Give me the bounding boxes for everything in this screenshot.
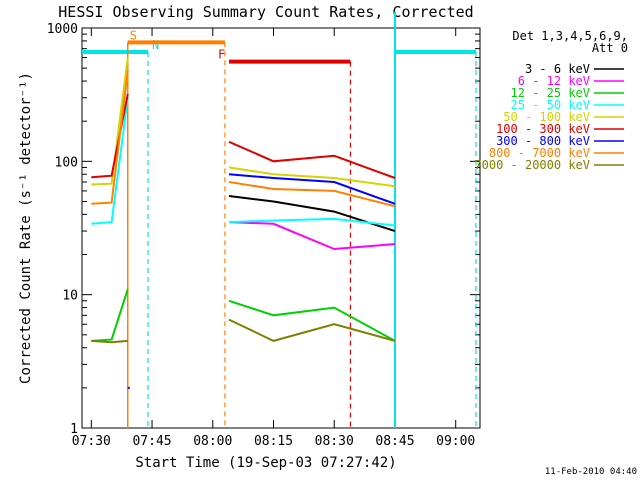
y-axis-label: Corrected Count Rate (s⁻¹ detector⁻¹) — [18, 72, 34, 384]
generated-date: 11-Feb-2010 04:40 — [545, 467, 637, 477]
series-lines — [91, 57, 396, 389]
series-6-segment-1 — [228, 173, 396, 205]
series-3-segment-1 — [228, 217, 396, 227]
y-tick-label: 1000 — [47, 22, 78, 37]
legend-label: 800 - 7000 keV — [489, 146, 590, 160]
y-tick-label: 1 — [70, 422, 78, 437]
series-4-segment-0 — [91, 57, 129, 186]
x-tick-label: 09:00 — [436, 434, 475, 449]
series-5-segment-1 — [228, 140, 396, 179]
legend-label: 25 - 50 keV — [511, 98, 590, 112]
x-tick-label: 08:30 — [315, 434, 354, 449]
axis-ticks: 07:30 07:45 08:00 08:15 08:30 08:45 09:00 1 10 10… — [47, 22, 480, 449]
legend-label: 7000 - 20000 keV — [474, 158, 590, 172]
legend-header-line-1: Det 1,3,4,5,6,9, — [512, 29, 628, 43]
series-1-segment-1 — [228, 221, 396, 251]
series-2-segment-0 — [91, 288, 129, 342]
legend-label: 12 - 25 keV — [511, 86, 590, 100]
x-tick-label: 07:30 — [72, 434, 111, 449]
series-8-segment-1 — [228, 318, 396, 342]
marker-n-label: N — [152, 38, 159, 52]
legend-label: 300 - 800 keV — [496, 134, 590, 148]
legend-label: 50 - 100 keV — [503, 110, 590, 124]
series-8-segment-0 — [91, 339, 128, 344]
plot-frame — [81, 27, 481, 429]
y-tick-label: 100 — [55, 155, 78, 170]
series-4-segment-1 — [228, 166, 396, 188]
legend-header-line-2: Att 0 — [592, 41, 628, 55]
legend-label: 100 - 300 keV — [496, 122, 590, 136]
chart-title: HESSI Observing Summary Count Rates, Cor… — [58, 3, 473, 21]
y-tick-label: 10 — [62, 289, 78, 304]
marker-f-label: F — [218, 48, 225, 62]
x-tick-label: 08:00 — [193, 434, 232, 449]
series-0-segment-1 — [228, 195, 396, 233]
x-axis-label: Start Time (19-Sep-03 07:27:42) — [135, 455, 396, 471]
legend-label: 6 - 12 keV — [518, 74, 590, 88]
x-tick-label: 08:15 — [254, 434, 293, 449]
series-7-segment-1 — [228, 181, 396, 208]
series-3-segment-0 — [91, 97, 129, 225]
series-2-segment-1 — [228, 299, 396, 342]
series-7-segment-0 — [91, 70, 129, 205]
x-tick-label: 08:45 — [375, 434, 414, 449]
marker-s-label: S — [130, 28, 137, 42]
observing-markers: N S F — [82, 12, 477, 428]
legend-label: 3 - 6 keV — [525, 62, 590, 76]
x-tick-label: 07:45 — [132, 434, 171, 449]
